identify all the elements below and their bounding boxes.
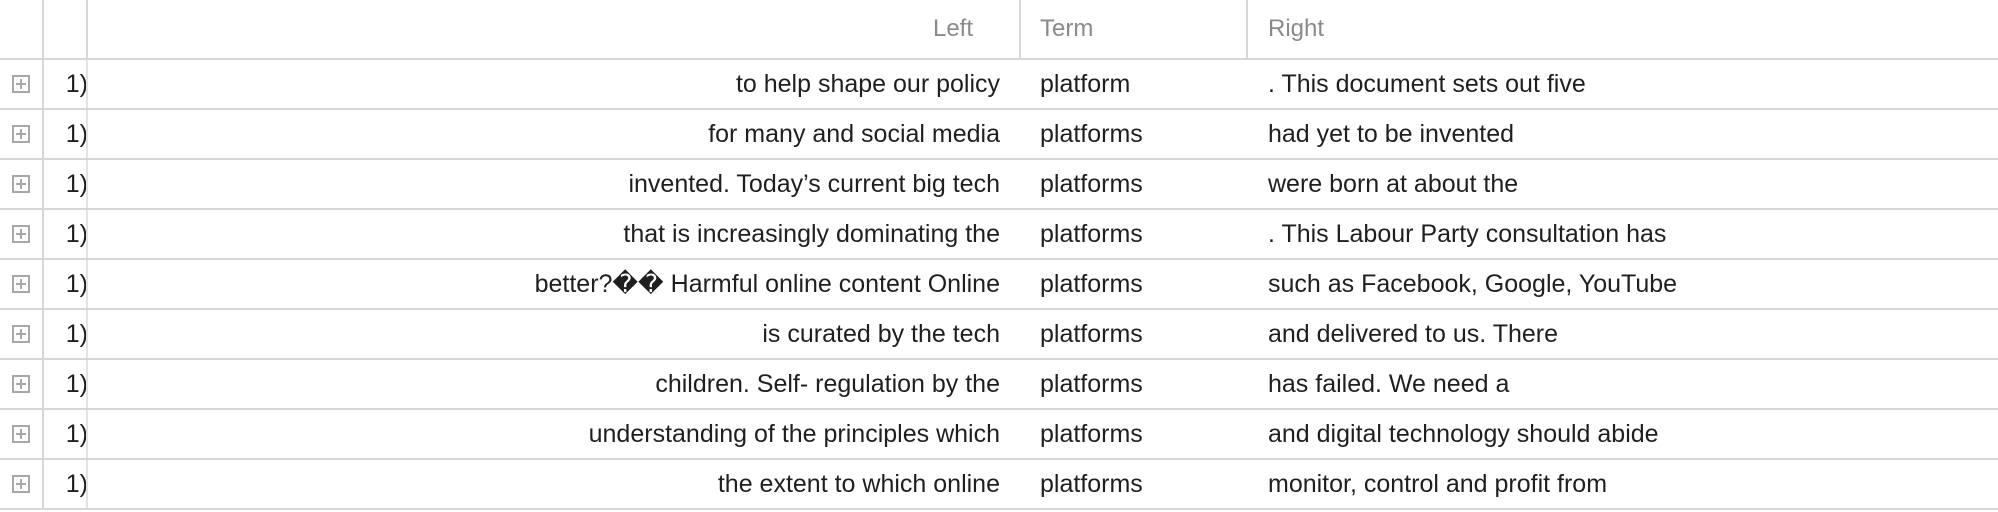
row-divider bbox=[86, 310, 88, 358]
row-divider bbox=[86, 160, 88, 208]
expand-toggle[interactable] bbox=[0, 210, 44, 258]
header-divider bbox=[1246, 0, 1248, 60]
row-divider bbox=[86, 460, 88, 508]
table-row[interactable]: 1) for many and social media platforms had … bbox=[0, 110, 1998, 160]
column-header-left[interactable]: Left bbox=[932, 15, 973, 42]
plus-square-icon bbox=[12, 475, 30, 493]
row-number: 1) bbox=[65, 169, 88, 198]
expand-toggle[interactable] bbox=[0, 110, 44, 158]
keyword-term: platform bbox=[1040, 69, 1131, 98]
expand-toggle[interactable] bbox=[0, 60, 44, 108]
table-row[interactable]: 1) is curated by the tech platforms and del… bbox=[0, 310, 1998, 360]
right-context: . This document sets out five bbox=[1268, 69, 1586, 98]
column-header-term[interactable]: Term bbox=[1040, 15, 1094, 42]
right-context: monitor, control and profit from bbox=[1268, 469, 1608, 498]
plus-square-icon bbox=[12, 325, 30, 343]
expand-toggle[interactable] bbox=[0, 160, 44, 208]
left-context: is curated by the tech bbox=[762, 319, 1000, 348]
row-number: 1) bbox=[65, 319, 88, 348]
plus-square-icon bbox=[12, 275, 30, 293]
header-divider bbox=[1019, 0, 1021, 60]
right-context: had yet to be invented bbox=[1268, 119, 1515, 148]
row-number: 1) bbox=[65, 419, 88, 448]
right-context: . This Labour Party consultation has bbox=[1268, 219, 1667, 248]
left-context: better?�� Harmful online content Online bbox=[534, 269, 1000, 298]
row-number: 1) bbox=[65, 119, 88, 148]
table-row[interactable]: 1) the extent to which online platforms mon… bbox=[0, 460, 1998, 510]
expand-toggle[interactable] bbox=[0, 310, 44, 358]
plus-square-icon bbox=[12, 225, 30, 243]
left-context: for many and social media bbox=[708, 119, 1000, 148]
row-number: 1) bbox=[65, 269, 88, 298]
table-header: Left Term Right bbox=[0, 0, 1998, 60]
keyword-term: platforms bbox=[1040, 369, 1143, 398]
right-context: such as Facebook, Google, YouTube bbox=[1268, 269, 1678, 298]
keyword-term: platforms bbox=[1040, 119, 1143, 148]
expand-toggle[interactable] bbox=[0, 360, 44, 408]
table-row[interactable]: 1) children. Self- regulation by the platf… bbox=[0, 360, 1998, 410]
column-header-right[interactable]: Right bbox=[1268, 15, 1325, 42]
right-context: has failed. We need a bbox=[1268, 369, 1510, 398]
table-row[interactable]: 1) invented. Today’s current big tech plat… bbox=[0, 160, 1998, 210]
plus-square-icon bbox=[12, 75, 30, 93]
keyword-term: platforms bbox=[1040, 319, 1143, 348]
keyword-term: platforms bbox=[1040, 219, 1143, 248]
plus-square-icon bbox=[12, 175, 30, 193]
keyword-term: platforms bbox=[1040, 169, 1143, 198]
right-context: were born at about the bbox=[1268, 169, 1519, 198]
row-number: 1) bbox=[65, 219, 88, 248]
row-divider bbox=[86, 410, 88, 458]
keyword-term: platforms bbox=[1040, 419, 1143, 448]
keyword-term: platforms bbox=[1040, 269, 1143, 298]
left-context: invented. Today’s current big tech bbox=[628, 169, 1000, 198]
row-number: 1) bbox=[65, 69, 88, 98]
plus-square-icon bbox=[12, 125, 30, 143]
table-row[interactable]: 1) that is increasingly dominating the pla… bbox=[0, 210, 1998, 260]
row-divider bbox=[86, 60, 88, 108]
right-context: and digital technology should abide bbox=[1268, 419, 1659, 448]
left-context: children. Self- regulation by the bbox=[655, 369, 1000, 398]
row-divider bbox=[86, 260, 88, 308]
expand-toggle[interactable] bbox=[0, 410, 44, 458]
row-divider bbox=[86, 210, 88, 258]
header-divider bbox=[86, 0, 88, 60]
expand-toggle[interactable] bbox=[0, 260, 44, 308]
right-context: and delivered to us. There bbox=[1268, 319, 1559, 348]
keyword-term: platforms bbox=[1040, 469, 1143, 498]
left-context: to help shape our policy bbox=[735, 69, 1000, 98]
header-expand-column bbox=[0, 0, 44, 58]
row-number: 1) bbox=[65, 369, 88, 398]
left-context: understanding of the principles which bbox=[588, 419, 1000, 448]
left-context: the extent to which online bbox=[717, 469, 1000, 498]
table-row[interactable]: 1) better?�� Harmful online content Onlin… bbox=[0, 260, 1998, 310]
row-divider bbox=[86, 110, 88, 158]
table-row[interactable]: 1) to help shape our policy platform . This… bbox=[0, 60, 1998, 110]
row-number: 1) bbox=[65, 469, 88, 498]
row-divider bbox=[86, 360, 88, 408]
left-context: that is increasingly dominating the bbox=[623, 219, 1000, 248]
expand-toggle[interactable] bbox=[0, 460, 44, 508]
plus-square-icon bbox=[12, 425, 30, 443]
plus-square-icon bbox=[12, 375, 30, 393]
table-row[interactable]: 1) understanding of the principles which p… bbox=[0, 410, 1998, 460]
